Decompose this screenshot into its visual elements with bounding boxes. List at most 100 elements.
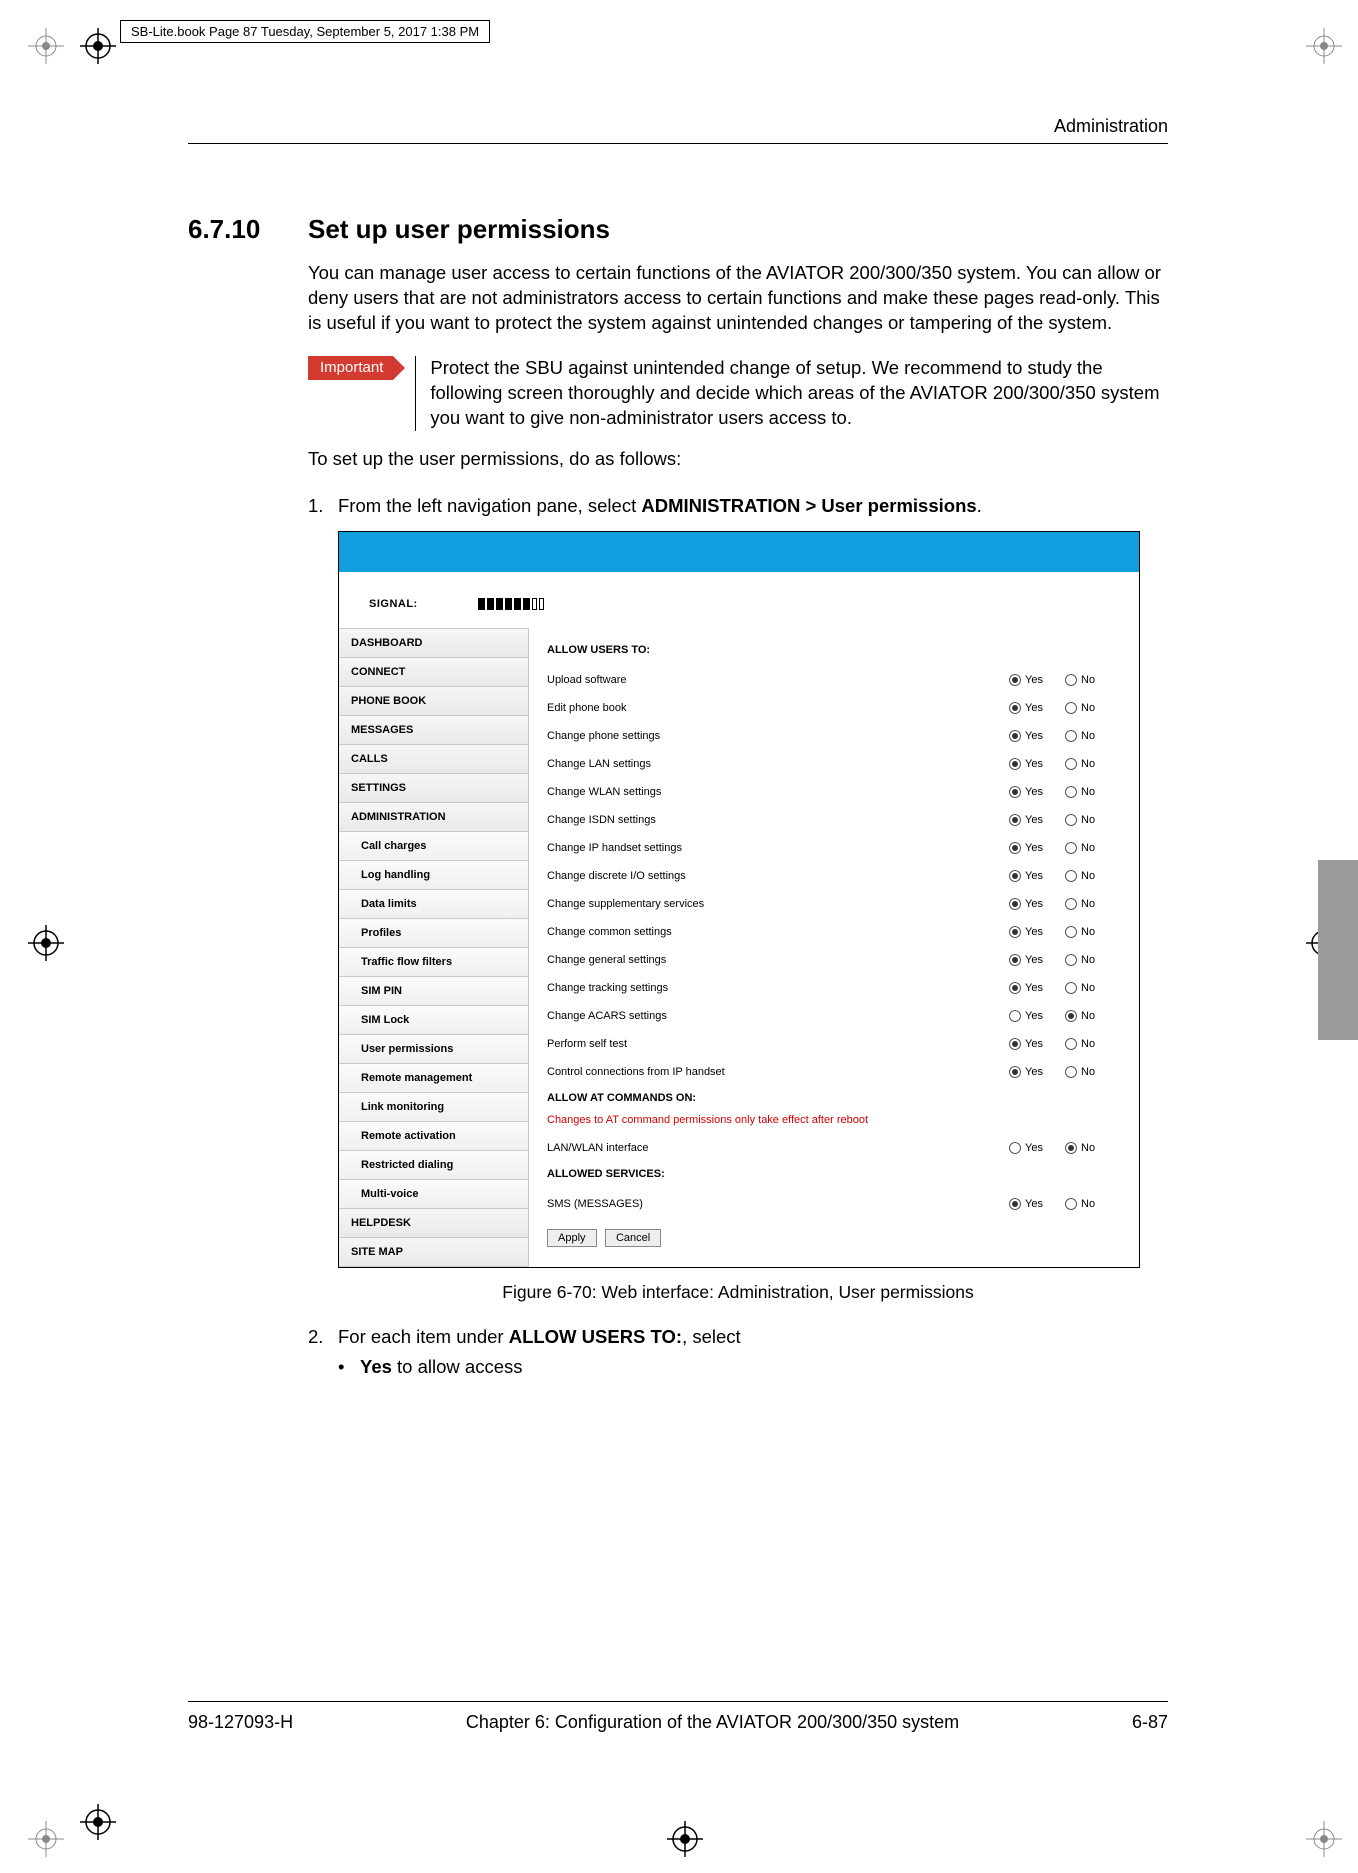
- nav-item[interactable]: MESSAGES: [339, 715, 528, 744]
- screenshot-nav: DASHBOARDCONNECTPHONE BOOKMESSAGESCALLSS…: [339, 628, 529, 1267]
- permission-row: Change WLAN settingsYesNo: [547, 778, 1121, 806]
- radio-yes-label: Yes: [1025, 1142, 1043, 1154]
- radio-yes[interactable]: [1009, 674, 1021, 686]
- radio-yes[interactable]: [1009, 786, 1021, 798]
- radio-no[interactable]: [1065, 1038, 1077, 1050]
- step-number: 2.: [308, 1325, 338, 1350]
- radio-no[interactable]: [1065, 954, 1077, 966]
- crop-mark-icon: [1306, 28, 1330, 52]
- step-1-bold: ADMINISTRATION > User permissions: [641, 495, 976, 516]
- nav-item[interactable]: SITE MAP: [339, 1237, 528, 1267]
- crop-mark-icon: [80, 1804, 116, 1845]
- nav-item[interactable]: PHONE BOOK: [339, 686, 528, 715]
- permission-label: Change general settings: [547, 954, 1009, 966]
- radio-no[interactable]: [1065, 1066, 1077, 1078]
- permission-label: Change WLAN settings: [547, 786, 1009, 798]
- bullet-icon: •: [338, 1354, 360, 1380]
- radio-yes[interactable]: [1009, 926, 1021, 938]
- radio-no[interactable]: [1065, 842, 1077, 854]
- footer-pagenum: 6-87: [1132, 1712, 1168, 1733]
- nav-item[interactable]: User permissions: [339, 1034, 528, 1063]
- radio-yes[interactable]: [1009, 1198, 1021, 1210]
- radio-yes[interactable]: [1009, 1142, 1021, 1154]
- radio-no-label: No: [1081, 842, 1095, 854]
- radio-no[interactable]: [1065, 982, 1077, 994]
- nav-item[interactable]: Restricted dialing: [339, 1150, 528, 1179]
- radio-no[interactable]: [1065, 786, 1077, 798]
- permission-label: Change LAN settings: [547, 758, 1009, 770]
- step-1-prefix: From the left navigation pane, select: [338, 495, 641, 516]
- crop-mark-icon: [80, 28, 116, 69]
- radio-yes[interactable]: [1009, 898, 1021, 910]
- radio-yes[interactable]: [1009, 758, 1021, 770]
- nav-item[interactable]: ADMINISTRATION: [339, 802, 528, 831]
- radio-yes-label: Yes: [1025, 954, 1043, 966]
- radio-yes[interactable]: [1009, 814, 1021, 826]
- cancel-button[interactable]: Cancel: [605, 1229, 661, 1247]
- nav-item[interactable]: Multi-voice: [339, 1179, 528, 1208]
- nav-item[interactable]: SETTINGS: [339, 773, 528, 802]
- radio-no-label: No: [1081, 926, 1095, 938]
- nav-item[interactable]: Call charges: [339, 831, 528, 860]
- radio-yes-label: Yes: [1025, 870, 1043, 882]
- radio-no-label: No: [1081, 1142, 1095, 1154]
- radio-no-label: No: [1081, 898, 1095, 910]
- permission-row: Change LAN settingsYesNo: [547, 750, 1121, 778]
- nav-item[interactable]: DASHBOARD: [339, 628, 528, 657]
- radio-no[interactable]: [1065, 898, 1077, 910]
- radio-no-label: No: [1081, 758, 1095, 770]
- crop-mark-icon: [28, 1821, 52, 1845]
- radio-no[interactable]: [1065, 730, 1077, 742]
- step-2-suffix: , select: [682, 1326, 741, 1347]
- radio-yes[interactable]: [1009, 842, 1021, 854]
- radio-no[interactable]: [1065, 674, 1077, 686]
- nav-item[interactable]: Link monitoring: [339, 1092, 528, 1121]
- bullet-1-bold: Yes: [360, 1356, 392, 1377]
- permission-row: Edit phone bookYesNo: [547, 694, 1121, 722]
- nav-item[interactable]: Log handling: [339, 860, 528, 889]
- radio-no[interactable]: [1065, 702, 1077, 714]
- radio-no[interactable]: [1065, 926, 1077, 938]
- nav-item[interactable]: CALLS: [339, 744, 528, 773]
- radio-yes[interactable]: [1009, 870, 1021, 882]
- radio-no[interactable]: [1065, 1010, 1077, 1022]
- radio-no[interactable]: [1065, 758, 1077, 770]
- permission-label: Change IP handset settings: [547, 842, 1009, 854]
- permission-label: Control connections from IP handset: [547, 1066, 1009, 1078]
- permission-row: Change tracking settingsYesNo: [547, 974, 1121, 1002]
- radio-no[interactable]: [1065, 814, 1077, 826]
- nav-item[interactable]: Traffic flow filters: [339, 947, 528, 976]
- nav-item[interactable]: SIM PIN: [339, 976, 528, 1005]
- permission-label: Edit phone book: [547, 702, 1009, 714]
- radio-yes[interactable]: [1009, 954, 1021, 966]
- nav-item[interactable]: CONNECT: [339, 657, 528, 686]
- radio-yes[interactable]: [1009, 982, 1021, 994]
- crop-mark-icon: [28, 28, 52, 52]
- important-tag: Important: [308, 356, 393, 380]
- radio-no[interactable]: [1065, 870, 1077, 882]
- radio-yes-label: Yes: [1025, 926, 1043, 938]
- permission-label: Perform self test: [547, 1038, 1009, 1050]
- nav-item[interactable]: Remote management: [339, 1063, 528, 1092]
- radio-yes[interactable]: [1009, 1010, 1021, 1022]
- radio-no[interactable]: [1065, 1198, 1077, 1210]
- radio-no-label: No: [1081, 730, 1095, 742]
- apply-button[interactable]: Apply: [547, 1229, 597, 1247]
- step-2-text: For each item under ALLOW USERS TO:, sel…: [338, 1325, 1168, 1350]
- nav-item[interactable]: SIM Lock: [339, 1005, 528, 1034]
- radio-yes[interactable]: [1009, 702, 1021, 714]
- radio-yes[interactable]: [1009, 730, 1021, 742]
- nav-item[interactable]: Remote activation: [339, 1121, 528, 1150]
- radio-no-label: No: [1081, 814, 1095, 826]
- radio-yes[interactable]: [1009, 1066, 1021, 1078]
- permission-label: LAN/WLAN interface: [547, 1142, 1009, 1154]
- radio-yes[interactable]: [1009, 1038, 1021, 1050]
- book-header: SB-Lite.book Page 87 Tuesday, September …: [120, 20, 490, 43]
- nav-item[interactable]: HELPDESK: [339, 1208, 528, 1237]
- radio-yes-label: Yes: [1025, 1010, 1043, 1022]
- thumb-tab: [1318, 860, 1358, 1040]
- radio-yes-label: Yes: [1025, 1038, 1043, 1050]
- nav-item[interactable]: Data limits: [339, 889, 528, 918]
- radio-no[interactable]: [1065, 1142, 1077, 1154]
- nav-item[interactable]: Profiles: [339, 918, 528, 947]
